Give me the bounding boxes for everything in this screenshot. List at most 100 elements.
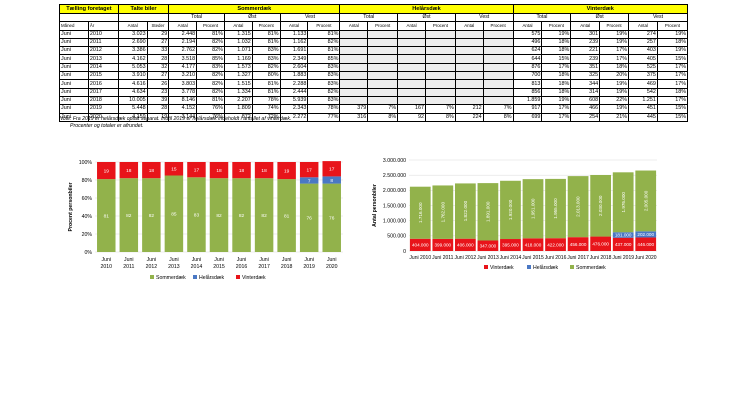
header-low-cell: Antal: [279, 21, 309, 31]
table-cell: [397, 87, 426, 97]
table-cell: 314: [570, 87, 601, 97]
table-cell: 1.691: [279, 46, 309, 56]
table-cell: 469: [628, 79, 658, 89]
table-cell: 18%: [541, 79, 572, 89]
bar-value-label: 81: [104, 213, 110, 219]
table-cell: [482, 95, 514, 106]
table-cell: 17%: [656, 71, 689, 81]
header-low-cell: Antal: [168, 21, 198, 31]
bar-value-label: 347.000: [480, 243, 497, 248]
x-tick-label: Juni 2014: [500, 255, 522, 261]
table-cell: 82%: [196, 46, 225, 56]
table-cell: 81%: [251, 37, 281, 48]
table-cell: [482, 79, 514, 89]
table-cell: 74%: [251, 104, 281, 114]
table-cell: 18%: [541, 46, 572, 56]
table-cell: 3.386: [117, 46, 148, 56]
x-tick-label: Juni 2020: [635, 255, 657, 261]
table-cell: 17%: [541, 62, 572, 73]
header-low-cell: Procent: [424, 21, 456, 31]
bar-value-label: 82: [126, 213, 132, 219]
bar-segment: [209, 162, 229, 179]
table-cell: 19%: [599, 104, 630, 114]
bar-value-label: 418.000: [525, 242, 542, 247]
bar-value-label: 422.000: [547, 242, 564, 247]
table-cell: 3.910: [117, 71, 148, 81]
bar-segment: [567, 176, 589, 238]
table-cell: 81%: [307, 29, 341, 39]
table-cell: 80%: [251, 71, 281, 81]
table-cell: 19%: [656, 46, 689, 56]
header-row-mid: Total Øst Vest Total Øst Vest Total Øst …: [59, 12, 688, 23]
table-cell: 78%: [251, 95, 281, 106]
table-cell: 81%: [307, 46, 341, 56]
y-tick-label: 500.000: [387, 234, 406, 240]
header-winter-west: Vest: [628, 12, 688, 23]
bar-value-label: 446.000: [637, 242, 654, 247]
table-cell: 33: [146, 46, 170, 56]
bar-value-label: 7: [308, 178, 311, 184]
table-cell: [397, 54, 426, 64]
table-cell: 19%: [599, 79, 630, 89]
table-cell: 8%: [482, 112, 514, 122]
table-cell: 876: [512, 62, 543, 73]
table-cell: 1.071: [223, 46, 253, 56]
table-cell: [367, 62, 399, 73]
table-row: Juni 2010 3.023 29 2.448 81% 1.315 81% 1.133 81% 5…: [59, 29, 689, 39]
table-cell: 575: [512, 29, 543, 39]
bar-value-label: 2.005.000: [643, 190, 648, 211]
x-tick-label-month: Juni: [147, 257, 157, 263]
table-cell: 78%: [307, 104, 341, 114]
table-cell: 82%: [196, 37, 225, 48]
table-cell: Juni: [59, 95, 89, 106]
table-cell: 8%: [424, 112, 456, 122]
table-cell: 18%: [599, 62, 630, 73]
table-cell: 18%: [656, 37, 689, 48]
table-cell: 405: [628, 54, 658, 64]
table-row: Juni 2020 4.159 19 3.144 76% 872 72% 2.272 77% 316…: [59, 112, 689, 122]
bar-segment: [299, 162, 319, 178]
legend-swatch: [193, 275, 197, 279]
table-cell: 872: [223, 112, 253, 122]
table-cell: 375: [628, 71, 658, 81]
table-cell: 403: [628, 46, 658, 56]
bar-value-label: 437.000: [615, 242, 632, 247]
bar-segment: [409, 238, 431, 251]
table-cell: 239: [570, 37, 601, 48]
table-cell: 83%: [251, 46, 281, 56]
table-cell: 5.448: [117, 104, 148, 114]
table-cell: Juni: [59, 46, 89, 56]
table-cell: 76%: [196, 112, 225, 122]
table-cell: 445: [628, 112, 658, 122]
table-cell: 15%: [656, 104, 689, 114]
table-cell: 3.210: [168, 71, 198, 81]
bar-segment: [635, 170, 657, 232]
bar-value-label: 18: [216, 168, 222, 174]
x-tick-label: Juni 2013: [477, 255, 499, 261]
table-cell: 4.634: [117, 87, 148, 97]
header-low-cell: Procent: [541, 21, 572, 31]
bar-segment: [612, 237, 634, 251]
bar-value-label: 17: [307, 167, 313, 173]
bar-segment: [522, 179, 544, 239]
table-cell: 92: [397, 112, 426, 122]
table-cell: [482, 37, 514, 48]
table-cell: 83%: [307, 62, 341, 73]
table-cell: 3.518: [168, 54, 198, 64]
table-cell: 2010: [87, 29, 119, 39]
table-cell: 1.883: [279, 71, 309, 81]
legend-swatch: [570, 265, 574, 269]
y-axis-label: Antal personbiler: [372, 184, 378, 227]
bar-value-label: 83: [194, 212, 200, 218]
bar-value-label: 404.000: [412, 243, 429, 248]
table-cell: 17%: [599, 54, 630, 64]
table-cell: 542: [628, 87, 658, 97]
table-cell: 4.616: [117, 79, 148, 89]
table-cell: 19%: [599, 87, 630, 97]
table-cell: 2018: [87, 95, 119, 106]
bar-value-label: 395.000: [502, 243, 519, 248]
table-cell: 18%: [541, 37, 572, 48]
table-cell: 18%: [541, 87, 572, 97]
x-tick-label: Juni 2010: [409, 255, 431, 261]
table-cell: 257: [628, 37, 658, 48]
